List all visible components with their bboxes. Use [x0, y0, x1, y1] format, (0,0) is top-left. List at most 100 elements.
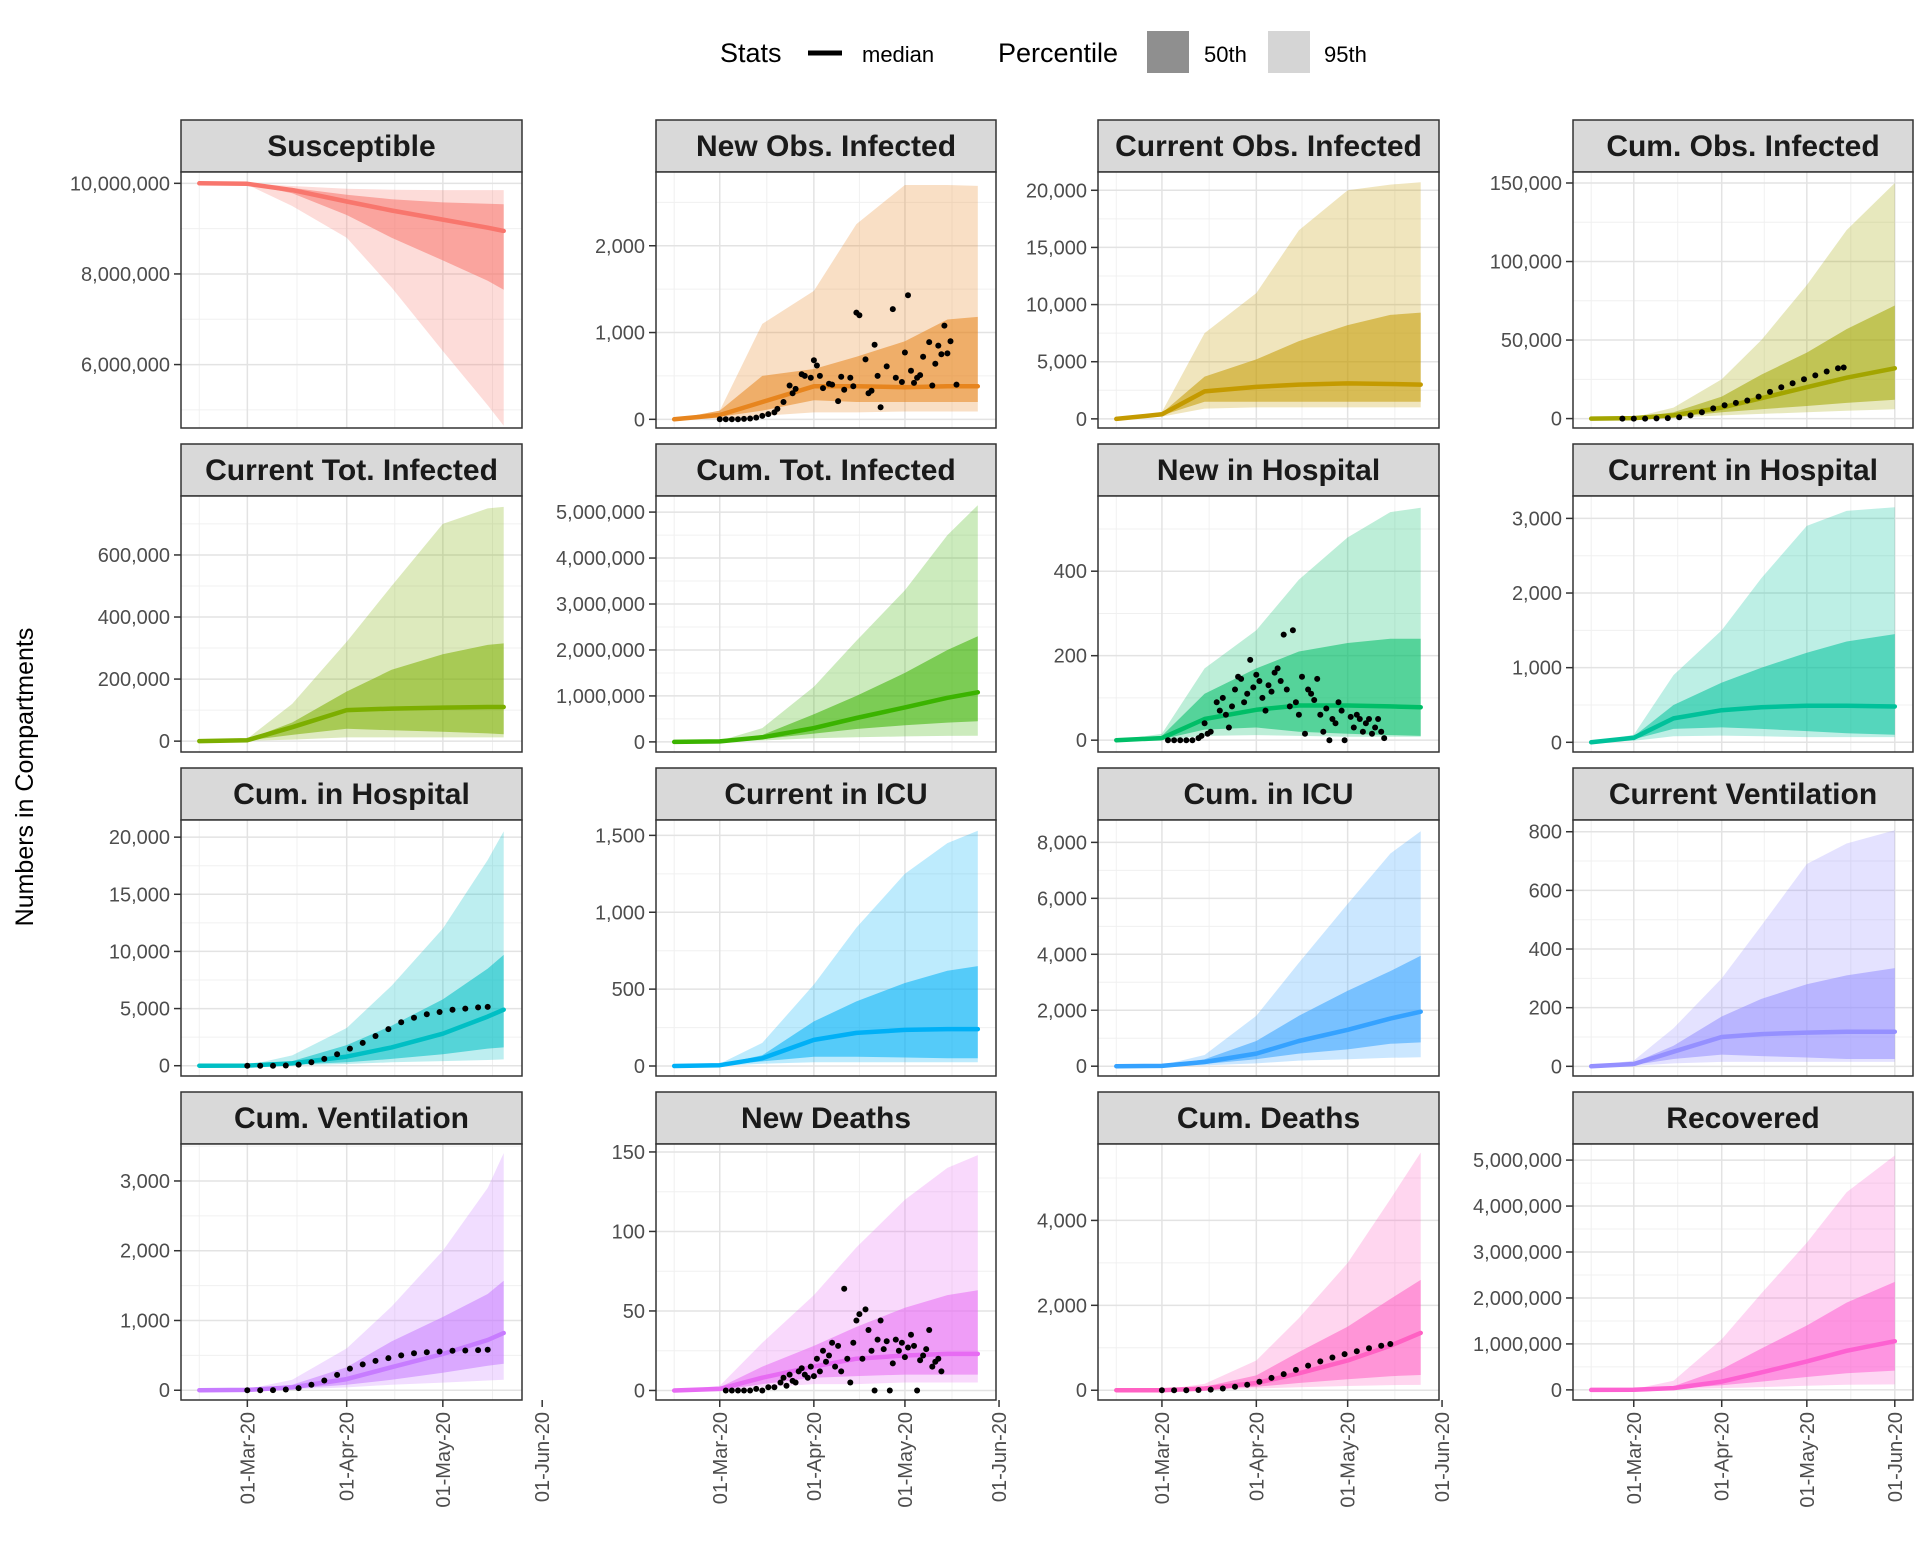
x-tick-label: 01-Apr-20 — [337, 1412, 359, 1501]
observed-point — [1250, 684, 1257, 691]
observed-point — [804, 1374, 811, 1381]
y-tick-label: 5,000,000 — [556, 502, 645, 524]
panel-cum-obs-infected: Cum. Obs. Infected 0 50,000 100,000 150,000 — [1490, 119, 1914, 431]
observed-point — [1283, 686, 1290, 693]
observed-point — [1801, 376, 1807, 383]
facet-title: New Obs. Infected — [696, 130, 956, 163]
panel-plot-area — [656, 496, 996, 752]
facet-strip — [180, 1091, 523, 1145]
observed-point — [823, 1358, 829, 1365]
observed-point — [816, 372, 823, 379]
facet-title: Cum. Tot. Infected — [696, 454, 955, 487]
panel-current-obs-infected: Current Obs. Infected 0 5,000 10,000 15,000 2… — [1026, 119, 1440, 431]
panel-border — [655, 819, 997, 1077]
observed-point — [759, 412, 766, 419]
observed-point — [905, 1344, 911, 1351]
panel-susceptible: Susceptible 6,000,000 8,000,000 10,000,000 — [70, 119, 523, 429]
y-tick-label: 0 — [1551, 1380, 1562, 1402]
y-tick-label: 0 — [634, 732, 645, 754]
ribbon-50th — [1116, 638, 1421, 741]
x-tick-label: 01-Mar-20 — [237, 1412, 259, 1504]
observed-point — [1238, 675, 1245, 682]
observed-point — [282, 1386, 289, 1393]
panel-plot-area — [181, 496, 522, 752]
observed-point — [774, 405, 781, 412]
panel-border — [655, 1143, 997, 1401]
observed-point — [929, 382, 936, 389]
observed-point — [282, 1062, 289, 1069]
observed-point — [1207, 728, 1214, 735]
observed-point — [901, 349, 908, 356]
facet-strip — [180, 767, 523, 821]
y-tick-label: 800 — [1529, 822, 1562, 844]
x-tick-label: 01-Jun-20 — [1885, 1412, 1907, 1502]
observed-point — [771, 1384, 778, 1391]
panel-border — [1097, 1143, 1440, 1401]
observed-point — [295, 1385, 302, 1392]
panel-border — [1572, 1143, 1914, 1401]
observed-point — [1710, 405, 1717, 412]
observed-point — [938, 1368, 945, 1375]
x-tick-label: 01-Apr-20 — [1246, 1412, 1268, 1501]
panel-border — [1097, 819, 1440, 1077]
x-tick-label: 01-Apr-20 — [804, 1412, 826, 1501]
median-line — [1114, 1330, 1423, 1393]
observed-point — [1840, 364, 1847, 371]
observed-point — [898, 1339, 905, 1346]
observed-point — [1171, 1387, 1178, 1394]
median-line — [671, 384, 981, 422]
ribbon-50th — [199, 643, 504, 742]
observed-point — [859, 1355, 866, 1362]
y-tick-label: 6,000 — [1037, 888, 1087, 910]
observed-point — [914, 1387, 921, 1394]
facet-strip — [180, 443, 523, 497]
observed-point — [1271, 669, 1278, 676]
observed-point — [270, 1062, 276, 1069]
median-line — [1588, 1338, 1898, 1393]
panel-plot-area — [656, 172, 996, 428]
observed-point — [385, 1026, 392, 1033]
facet-strip — [655, 767, 997, 821]
y-tick-label: 150 — [612, 1142, 645, 1164]
observed-point — [1253, 671, 1260, 678]
y-tick-label: 10,000,000 — [70, 173, 170, 195]
observed-point — [832, 1363, 839, 1370]
panel-plot-area — [656, 820, 996, 1076]
observed-point — [765, 1384, 772, 1391]
observed-point — [923, 1346, 930, 1353]
observed-point — [871, 341, 878, 348]
y-tick-label: 2,000 — [595, 236, 645, 258]
observed-point — [1247, 656, 1254, 663]
observed-point — [810, 1373, 817, 1380]
x-tick-label: 01-May-20 — [1338, 1412, 1360, 1508]
observed-point — [1359, 728, 1366, 735]
observed-point — [1744, 397, 1751, 404]
observed-point — [871, 1387, 878, 1394]
observed-point — [911, 1342, 917, 1349]
observed-point — [753, 414, 760, 421]
facet-title: Current Obs. Infected — [1115, 130, 1422, 163]
observed-point — [1676, 414, 1683, 421]
observed-point — [1259, 694, 1266, 701]
observed-point — [1812, 372, 1819, 379]
observed-point — [1225, 724, 1232, 731]
panel-cum-ventilation: Cum. Ventilation 0 1,000 2,000 3,000 01-Mar-2… — [120, 1091, 554, 1508]
observed-point — [385, 1355, 392, 1362]
observed-point — [850, 1339, 857, 1346]
observed-point — [398, 1019, 405, 1026]
y-tick-label: 0 — [634, 409, 645, 431]
panel-plot-area — [1573, 1144, 1913, 1400]
observed-point — [1619, 415, 1626, 422]
y-tick-label: 0 — [1076, 1056, 1087, 1078]
observed-point — [1332, 720, 1339, 727]
y-tick-label: 0 — [1076, 1380, 1087, 1402]
observed-point — [892, 1336, 899, 1343]
x-tick-label: 01-Jun-20 — [1432, 1412, 1454, 1502]
y-tick-label: 400,000 — [98, 607, 170, 629]
observed-point — [786, 1371, 793, 1378]
panel-plot-area — [181, 172, 522, 428]
panel-border — [1572, 495, 1914, 753]
observed-point — [886, 1387, 893, 1394]
observed-point — [1299, 673, 1305, 680]
observed-point — [905, 292, 911, 299]
